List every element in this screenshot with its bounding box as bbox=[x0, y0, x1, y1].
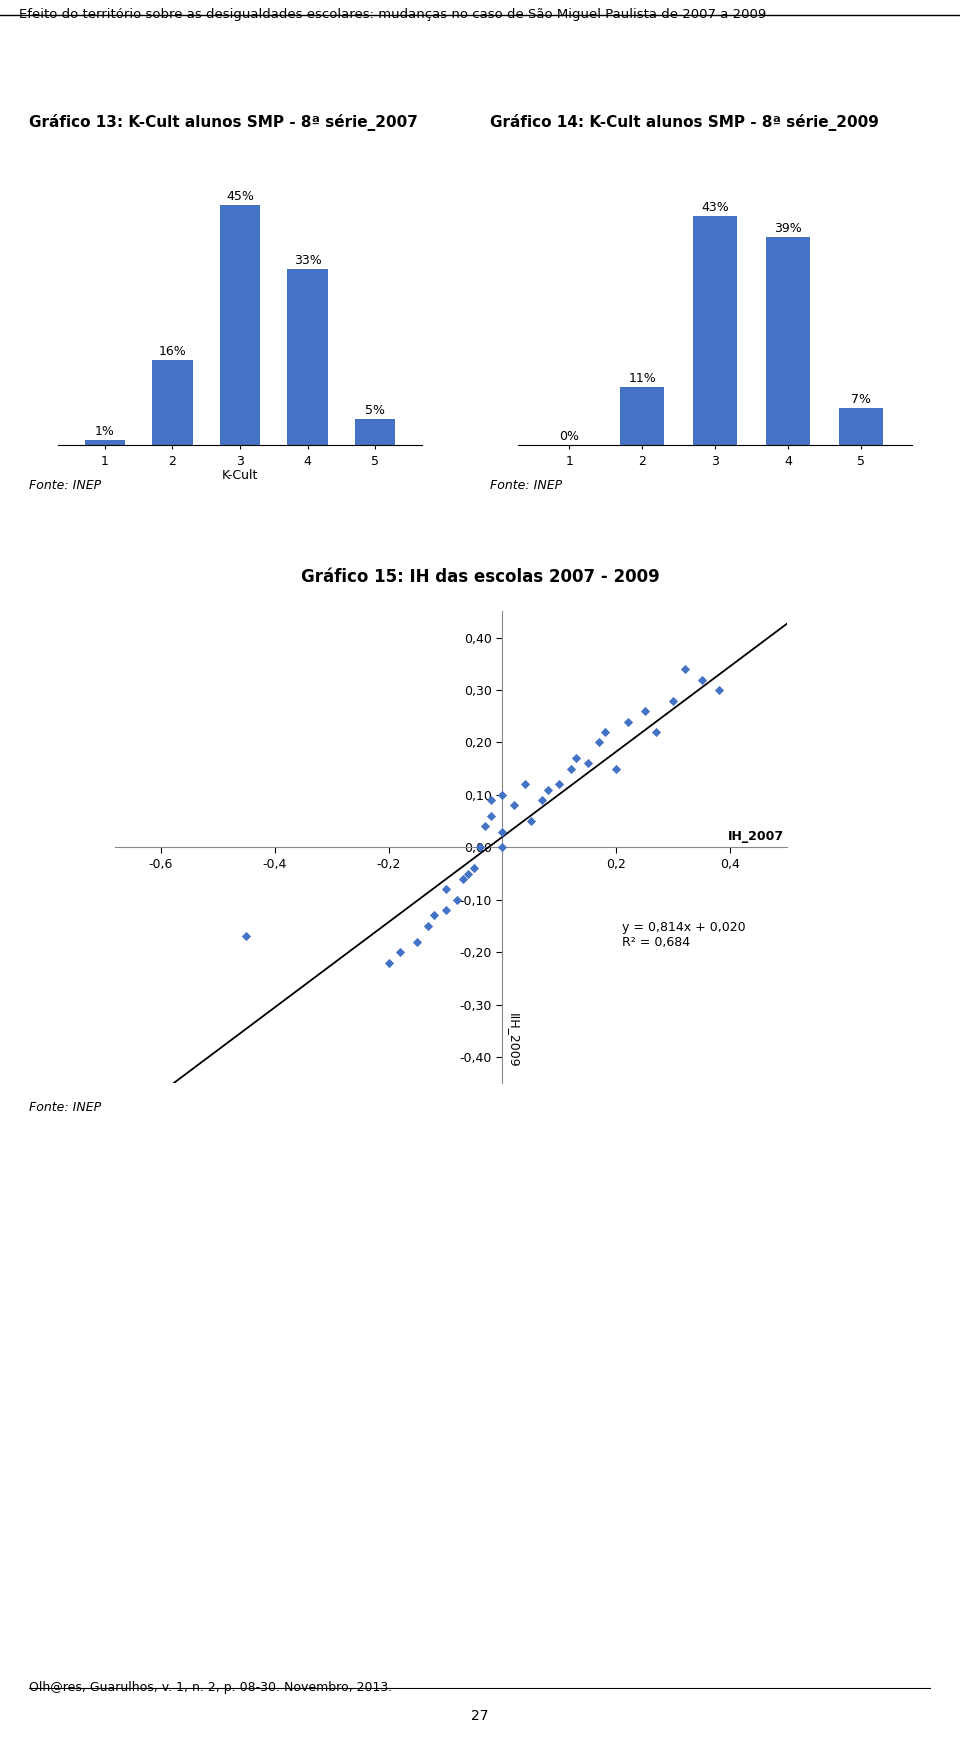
Text: Fonte: INEP: Fonte: INEP bbox=[29, 1101, 101, 1113]
Point bbox=[609, 755, 624, 783]
Point bbox=[540, 776, 556, 804]
Text: 0%: 0% bbox=[560, 430, 580, 444]
Text: 45%: 45% bbox=[226, 190, 254, 203]
Point bbox=[438, 896, 453, 924]
Text: 11%: 11% bbox=[629, 372, 657, 384]
Point bbox=[438, 875, 453, 903]
Text: Fonte: INEP: Fonte: INEP bbox=[29, 479, 101, 491]
Point bbox=[455, 865, 470, 893]
Point bbox=[569, 744, 585, 772]
Point bbox=[517, 770, 533, 798]
Point bbox=[580, 749, 595, 777]
Point bbox=[409, 928, 424, 956]
Text: IIH_2009: IIH_2009 bbox=[507, 1013, 520, 1067]
Point bbox=[552, 770, 567, 798]
Bar bbox=[153, 360, 193, 445]
Text: Gráfico 15: IH das escolas 2007 - 2009: Gráfico 15: IH das escolas 2007 - 2009 bbox=[300, 568, 660, 585]
Point bbox=[523, 807, 539, 835]
Point bbox=[564, 755, 579, 783]
Point bbox=[238, 922, 253, 950]
Point bbox=[591, 728, 607, 756]
Point bbox=[393, 938, 408, 966]
Point bbox=[620, 708, 636, 735]
Text: 7%: 7% bbox=[851, 393, 871, 405]
Bar bbox=[693, 217, 737, 445]
Point bbox=[694, 666, 709, 694]
Point bbox=[711, 676, 727, 704]
Point bbox=[535, 786, 550, 814]
Point bbox=[677, 655, 692, 683]
Text: Gráfico 14: K-Cult alunos SMP - 8ª série_2009: Gráfico 14: K-Cult alunos SMP - 8ª série… bbox=[490, 114, 878, 131]
Point bbox=[472, 833, 488, 861]
Point bbox=[461, 860, 476, 887]
Bar bbox=[620, 386, 664, 445]
Point bbox=[467, 854, 482, 882]
Point bbox=[478, 812, 493, 840]
Text: IH_2007: IH_2007 bbox=[729, 830, 784, 844]
Text: 27: 27 bbox=[471, 1709, 489, 1723]
X-axis label: K-Cult: K-Cult bbox=[222, 468, 258, 482]
Point bbox=[426, 901, 442, 929]
Bar bbox=[84, 440, 125, 445]
Text: Efeito do território sobre as desigualdades escolares: mudanças no caso de São M: Efeito do território sobre as desigualda… bbox=[19, 9, 766, 21]
Point bbox=[665, 687, 681, 715]
Point bbox=[484, 786, 499, 814]
Point bbox=[494, 781, 510, 809]
Text: 16%: 16% bbox=[158, 344, 186, 358]
Bar bbox=[839, 409, 883, 445]
Text: y = 0,814x + 0,020
R² = 0,684: y = 0,814x + 0,020 R² = 0,684 bbox=[622, 921, 746, 949]
Text: 33%: 33% bbox=[294, 255, 322, 267]
Point bbox=[484, 802, 499, 830]
Bar bbox=[355, 419, 396, 445]
Text: 39%: 39% bbox=[774, 222, 802, 236]
Bar bbox=[220, 206, 260, 445]
Bar bbox=[287, 269, 327, 445]
Text: Fonte: INEP: Fonte: INEP bbox=[490, 479, 562, 491]
Text: 5%: 5% bbox=[365, 404, 385, 418]
Text: Olh@res, Guarulhos, v. 1, n. 2, p. 08-30. Novembro, 2013.: Olh@res, Guarulhos, v. 1, n. 2, p. 08-30… bbox=[29, 1681, 392, 1693]
Point bbox=[597, 718, 612, 746]
Point bbox=[649, 718, 664, 746]
Point bbox=[494, 833, 510, 861]
Text: Gráfico 13: K-Cult alunos SMP - 8ª série_2007: Gráfico 13: K-Cult alunos SMP - 8ª série… bbox=[29, 114, 418, 131]
Text: 43%: 43% bbox=[702, 201, 729, 213]
Bar bbox=[766, 238, 810, 445]
Point bbox=[449, 886, 465, 914]
Text: 1%: 1% bbox=[95, 425, 115, 438]
Point bbox=[494, 818, 510, 846]
Point bbox=[637, 697, 653, 725]
Point bbox=[420, 912, 436, 940]
Point bbox=[381, 949, 396, 977]
Point bbox=[506, 791, 521, 819]
